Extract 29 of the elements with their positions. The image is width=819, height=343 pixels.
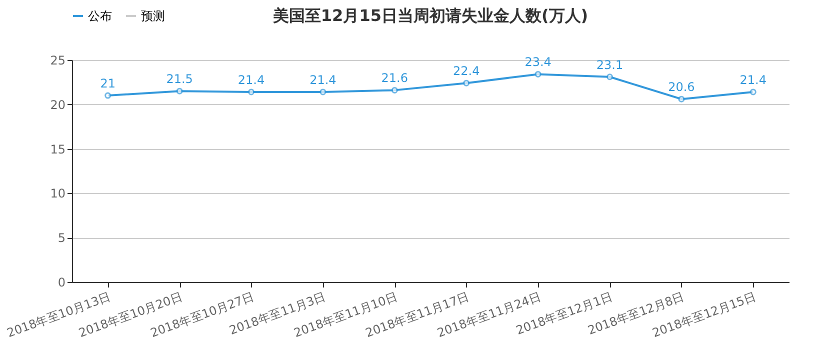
legend-label: 公布: [88, 9, 112, 23]
y-tick-label: 20: [50, 98, 66, 112]
point: [248, 88, 254, 96]
data-label: 21: [100, 76, 116, 91]
data-label: 21.4: [740, 72, 767, 87]
y-tick-label: 5: [58, 231, 66, 246]
y-tick-label: 25: [50, 54, 66, 68]
point: [176, 88, 183, 94]
point: [678, 96, 685, 102]
point: [463, 80, 470, 86]
y-tick-label: 0: [58, 276, 66, 290]
point: [534, 70, 542, 78]
point: [104, 92, 112, 99]
y-tick-label: 15: [50, 142, 66, 156]
data-label: 20.6: [668, 80, 695, 94]
point: [606, 74, 613, 80]
data-label: 23.1: [596, 58, 624, 72]
data-label: 21.5: [166, 72, 193, 86]
y-tick-label: 10: [50, 186, 66, 201]
data-label: 22.4: [452, 64, 480, 78]
point: [750, 88, 756, 96]
point: [320, 88, 326, 96]
data-label: 21.6: [381, 71, 408, 86]
chart-title: 美国至12月15日当周初请失业金人数(万人): [272, 6, 588, 25]
legend-label: 预测: [141, 9, 165, 23]
data-label: 21.4: [310, 72, 336, 87]
data-label: 23.4: [524, 55, 552, 70]
point: [391, 86, 398, 94]
data-label: 21.4: [238, 72, 265, 87]
